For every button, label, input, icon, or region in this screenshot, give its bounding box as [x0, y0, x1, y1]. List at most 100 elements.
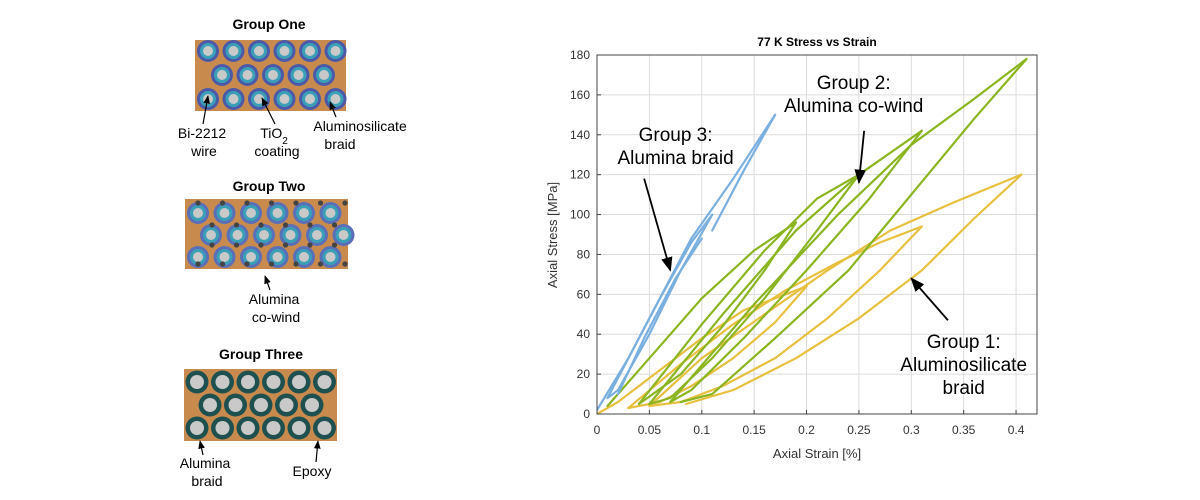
- co-wind-fiber: [195, 261, 201, 267]
- series-2-curve-8: [679, 57, 1028, 404]
- wire-core: [338, 230, 349, 240]
- co-wind-fiber: [258, 222, 264, 228]
- series-2-curve-7: [669, 57, 1028, 404]
- arrow-alumina-braid: [198, 440, 205, 456]
- x-tick-label: 0.35: [952, 423, 976, 437]
- wire-core: [268, 70, 278, 80]
- co-wind-fiber: [331, 242, 338, 248]
- x-ticks: 0 0.05 0.1 0.15 0.2 0.25 0.3 0.35 0.4: [594, 410, 1025, 437]
- annotation-label-2: Group 2: Alumina co-wind: [784, 73, 923, 117]
- wire-core: [293, 70, 304, 80]
- wire-core: [228, 94, 239, 104]
- series-1-curve-5: [648, 173, 1023, 408]
- wire-core: [305, 46, 315, 56]
- group-three-title: Group Three: [219, 346, 303, 362]
- plot-frame: [596, 54, 1038, 415]
- co-wind-fiber: [331, 222, 338, 228]
- co-wind-fiber: [282, 242, 289, 248]
- x-tick-label: 0.25: [847, 423, 871, 437]
- co-wind-fiber: [317, 200, 324, 206]
- label-alumina-braid: Alumina braid: [180, 455, 234, 489]
- wire-core: [246, 208, 256, 218]
- y-tick-label: 80: [577, 247, 591, 261]
- wire-core: [266, 421, 281, 435]
- co-wind-fiber: [342, 200, 348, 206]
- series-2-curve-5: [648, 129, 923, 406]
- arrow-aluminosilicate: [329, 101, 337, 118]
- series-2-curve-2: [637, 221, 798, 406]
- group-two-cross-section: [185, 199, 355, 269]
- wire-core: [330, 46, 341, 56]
- wire-core: [285, 230, 296, 240]
- y-ticks: 0 20 40 60 80 100 120 140 160 180: [570, 48, 601, 421]
- wire-core: [279, 398, 294, 412]
- x-tick-label: 0.15: [742, 423, 766, 437]
- wire-core: [330, 94, 341, 104]
- wire-core: [279, 46, 290, 56]
- arrow-co-wind: [264, 275, 271, 291]
- wire-core: [266, 375, 281, 389]
- y-tick-label: 140: [570, 128, 590, 142]
- wire-core: [228, 398, 243, 412]
- co-wind-fiber: [244, 200, 250, 206]
- wire-core: [203, 46, 213, 56]
- x-tick-label: 0: [594, 423, 601, 437]
- y-tick-label: 60: [577, 287, 591, 301]
- series-3-curve-5: [616, 237, 703, 396]
- wire-core: [312, 230, 322, 240]
- label-bi2212-wire: Bi-2212 wire: [178, 125, 230, 159]
- arrow-epoxy: [313, 440, 321, 463]
- annotation-arrow-3: [910, 277, 949, 321]
- wire-core: [190, 421, 204, 435]
- y-tick-label: 0: [583, 407, 590, 421]
- grid: [596, 54, 1037, 415]
- wire-core: [259, 230, 269, 240]
- x-tick-label: 0.2: [798, 423, 815, 437]
- series-2-curve-6: [669, 129, 923, 404]
- wire-core: [241, 421, 255, 435]
- series-1-curve-6: [684, 173, 1023, 406]
- wire-core: [299, 252, 309, 262]
- y-axis-label: Axial Stress [MPa]: [545, 182, 560, 288]
- series-2-curve-1: [606, 221, 798, 408]
- wire-core: [228, 46, 239, 56]
- x-axis-label: Axial Strain [%]: [773, 446, 861, 461]
- group-one-title: Group One: [232, 16, 305, 32]
- wire-core: [254, 46, 264, 56]
- y-tick-label: 180: [570, 48, 590, 62]
- co-wind-fiber: [282, 222, 289, 228]
- wire-core: [317, 421, 332, 435]
- annotation-arrow-2: [854, 130, 866, 185]
- annotation-arrow-1: [643, 178, 673, 272]
- y-tick-label: 120: [570, 168, 590, 182]
- group-one-cross-section: [195, 40, 347, 111]
- stress-strain-chart: 77 K Stress vs Strain 0 0.05 0.1 0.15 0.2 0.2…: [545, 35, 1038, 461]
- wire-core: [241, 375, 255, 389]
- y-tick-label: 20: [577, 367, 591, 381]
- y-tick-label: 40: [577, 327, 591, 341]
- sample-schematics: Group One Bi-2212 wire TiO2 coating Alum…: [178, 16, 407, 489]
- wire-core: [325, 208, 336, 218]
- arrow-bi2212: [202, 95, 210, 125]
- co-wind-fiber: [293, 261, 299, 267]
- wire-core: [272, 252, 283, 262]
- chart-title: 77 K Stress vs Strain: [757, 35, 876, 49]
- wire-core: [292, 375, 306, 389]
- label-epoxy: Epoxy: [293, 463, 332, 479]
- co-wind-fiber: [307, 222, 313, 228]
- co-wind-fiber: [268, 261, 275, 267]
- wire-core: [305, 398, 319, 412]
- x-tick-label: 0.1: [693, 423, 710, 437]
- series-3-curve-3: [606, 113, 777, 400]
- series-3-curve-2: [606, 213, 714, 400]
- co-wind-fiber: [307, 242, 313, 248]
- co-wind-fiber: [293, 200, 299, 206]
- wire-core: [292, 421, 306, 435]
- series-2-curve-4: [648, 173, 860, 406]
- wire-core: [246, 252, 256, 262]
- arrow-tio2: [261, 97, 276, 125]
- co-wind-fiber: [219, 261, 226, 267]
- co-wind-fiber: [233, 242, 240, 248]
- wire-core: [242, 70, 253, 80]
- co-wind-fiber: [268, 200, 275, 206]
